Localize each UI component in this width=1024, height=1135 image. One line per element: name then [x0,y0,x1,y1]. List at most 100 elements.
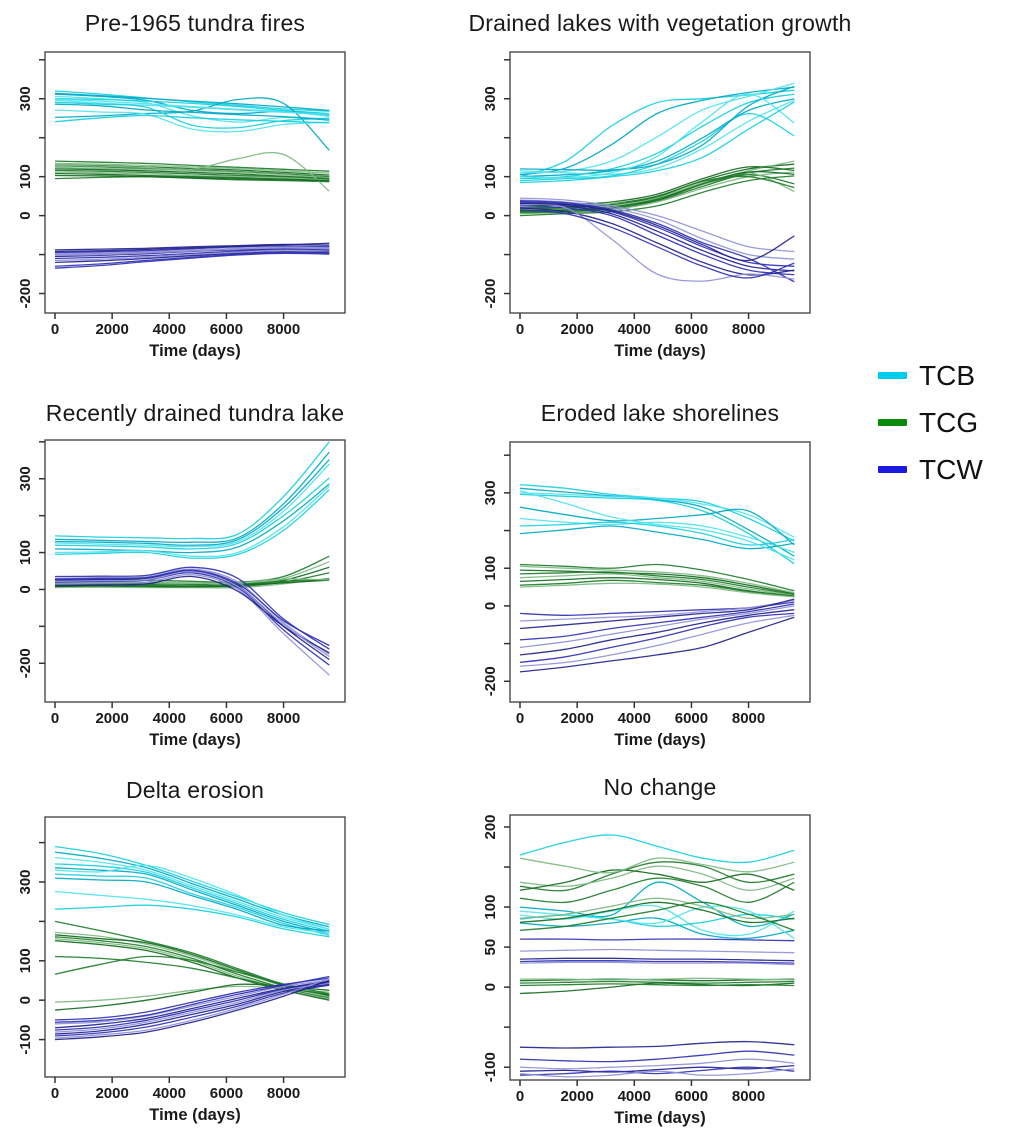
tcg-series-line [519,569,795,595]
tcb-series-line [54,459,330,546]
x-tick-label: 4000 [618,710,651,727]
plot-box [44,816,346,1078]
tcb-series-line [519,905,795,939]
x-axis-label: Time (days) [614,342,705,360]
tcb-series-line [519,525,795,550]
tcw-series-line [519,614,795,667]
tcg-series-line [519,869,795,891]
tcb-series-line [519,85,795,171]
tcg-series-line [519,901,795,924]
y-tick-label: 100 [17,948,34,973]
tcw-series-line [519,612,795,664]
tcb-series-line [54,873,330,936]
tcg-series-line [519,901,795,931]
tcw-series-line [54,248,330,260]
tcw-series-line [519,1068,795,1078]
x-tick-label: 2000 [95,710,128,727]
y-tick-label: 200 [482,814,499,839]
tcw-series-line [519,197,795,253]
tcb-series-line [519,492,795,538]
tcb-series-line [54,864,330,930]
tcg-series-line [519,579,795,598]
tcb-series-line [54,845,330,926]
x-tick-label: 4000 [153,1085,186,1102]
tcw-series-line [54,251,330,267]
x-tick-label: 8000 [732,1088,765,1105]
panel-title-no-change: No change [603,774,717,800]
tcw-series-line [54,977,330,1021]
x-tick-label: 8000 [267,1085,300,1102]
tcw-series-line [54,983,330,1035]
tcw-series-line [54,571,330,658]
tcb-series-line [519,86,795,176]
tcb-series-line [54,463,330,548]
tcb-series-line [519,881,795,928]
tcw-series-line [54,984,330,1037]
tcb-series-line [54,451,330,544]
tcw-series-line [54,568,330,655]
tcb-series-line [519,493,795,565]
tcb-series-line [519,99,795,176]
tcb-series-line [54,483,330,554]
x-tick-label: 6000 [210,710,243,727]
tcb-color-swatch [878,372,907,379]
tcg-series-line [519,577,795,597]
tcb-series-line [54,877,330,932]
tcg-series-line [519,573,795,597]
legend-item-tcg: TCG [878,399,983,446]
y-tick-label: -200 [482,666,499,696]
x-tick-label: 0 [51,1085,59,1102]
tcb-series-line [519,101,795,184]
x-tick-label: 8000 [732,710,765,727]
tcb-series-line [54,90,330,112]
tcw-series-line [519,1066,795,1076]
tcb-series-line [519,93,795,179]
tcg-series-line [519,565,795,594]
tcw-series-line [519,961,795,966]
series-lines [519,834,795,1078]
tcw-series-line [54,245,330,254]
tcb-series-line [519,487,795,557]
tcw-series-line [519,599,795,622]
x-tick-label: 2000 [560,1088,593,1105]
tcg-color-swatch [878,419,907,426]
x-tick-label: 4000 [153,321,186,338]
tcw-series-line [54,977,330,1039]
y-tick-label: 0 [17,211,34,219]
x-tick-label: 0 [516,710,524,727]
tcw-series-line [519,201,795,267]
y-tick-label: 0 [17,996,34,1004]
tcb-series-line [54,863,330,932]
tcb-series-line [519,517,795,554]
tcb-series-line [54,890,330,934]
panel-title-eroded-shorelines: Eroded lake shorelines [540,400,780,426]
tcg-series-line [54,174,330,182]
tcg-series-line [519,563,795,592]
y-tick-label: 300 [17,466,34,491]
tcw-series-line [54,980,330,1029]
tcb-series-line [519,834,795,864]
y-tick-label: 100 [482,164,499,189]
y-tick-label: 300 [17,869,34,894]
tcg-series-line [519,865,795,891]
tcb-series-line [54,485,330,558]
tcb-series-line [519,89,795,178]
y-tick-label: 0 [482,983,499,991]
legend-label-tcw: TCW [919,453,983,485]
tcb-series-line [519,506,795,546]
tcg-series-line [519,170,795,212]
tcg-series-line [519,897,795,920]
tcw-series-line [519,609,795,656]
x-tick-label: 0 [516,321,524,338]
y-tick-label: -200 [17,279,34,309]
x-axis-label: Time (days) [614,731,705,749]
tcw-series-line [519,1058,795,1070]
tcw-series-line [519,948,795,954]
y-tick-label: 100 [17,164,34,189]
y-tick-label: 300 [17,86,34,111]
tcg-series-line [54,168,330,180]
tcg-series-line [54,577,330,589]
x-tick-label: 6000 [675,1088,708,1105]
x-tick-label: 0 [516,1088,524,1105]
